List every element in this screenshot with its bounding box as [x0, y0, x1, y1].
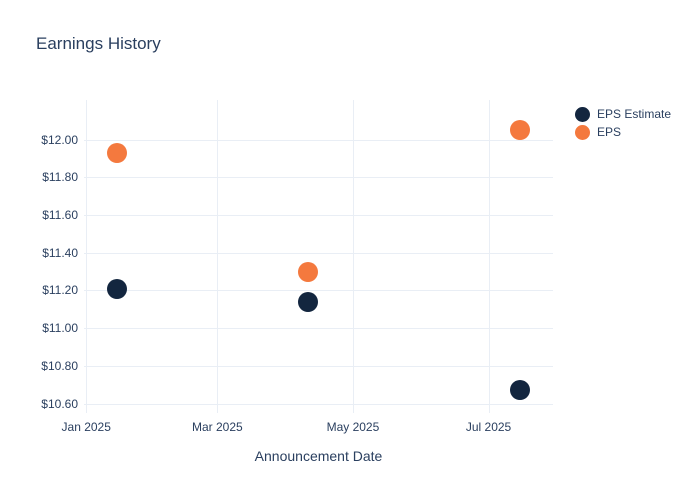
data-point-eps[interactable] — [107, 142, 128, 163]
eps-marker-icon — [575, 124, 590, 140]
data-point-eps-estimate[interactable] — [298, 291, 319, 312]
legend-item-eps[interactable]: EPS — [575, 123, 671, 141]
gridline-horizontal — [84, 177, 553, 179]
data-point-eps[interactable] — [509, 120, 530, 141]
y-tick-label: $11.60 — [42, 208, 78, 223]
gridline-horizontal — [84, 403, 553, 405]
legend: EPS Estimate EPS — [575, 105, 671, 141]
legend-label-eps: EPS — [597, 125, 622, 139]
legend-item-eps-estimate[interactable]: EPS Estimate — [575, 105, 671, 123]
y-tick-label: $10.80 — [41, 358, 78, 373]
eps-estimate-marker-icon — [575, 106, 590, 122]
y-tick-label: $10.60 — [41, 396, 78, 411]
y-tick-label: $11.00 — [42, 321, 78, 336]
x-tick-label: Jul 2025 — [465, 420, 512, 434]
y-tick-label: $11.20 — [42, 283, 78, 298]
gridline-vertical — [86, 100, 88, 413]
legend-label-eps-estimate: EPS Estimate — [597, 107, 672, 121]
y-tick-label: $11.80 — [42, 170, 78, 185]
gridline-horizontal — [84, 139, 553, 141]
gridline-vertical — [352, 100, 354, 413]
gridline-horizontal — [84, 215, 553, 217]
gridline-vertical — [217, 100, 219, 413]
gridline-horizontal — [84, 328, 553, 330]
plot-area — [84, 100, 553, 413]
x-tick-label: Mar 2025 — [192, 420, 243, 434]
data-point-eps[interactable] — [298, 261, 319, 282]
y-tick-label: $11.40 — [42, 245, 78, 260]
gridline-horizontal — [84, 290, 553, 292]
gridline-horizontal — [84, 252, 553, 254]
data-point-eps-estimate[interactable] — [509, 380, 530, 401]
chart-title: Earnings History — [36, 34, 161, 53]
gridline-horizontal — [84, 365, 553, 367]
y-tick-label: $12.00 — [41, 132, 78, 147]
x-tick-label: Jan 2025 — [61, 420, 111, 434]
x-tick-label: May 2025 — [326, 420, 380, 434]
x-axis-title: Announcement Date — [254, 448, 383, 464]
data-point-eps-estimate[interactable] — [107, 278, 128, 299]
gridline-vertical — [488, 100, 490, 413]
